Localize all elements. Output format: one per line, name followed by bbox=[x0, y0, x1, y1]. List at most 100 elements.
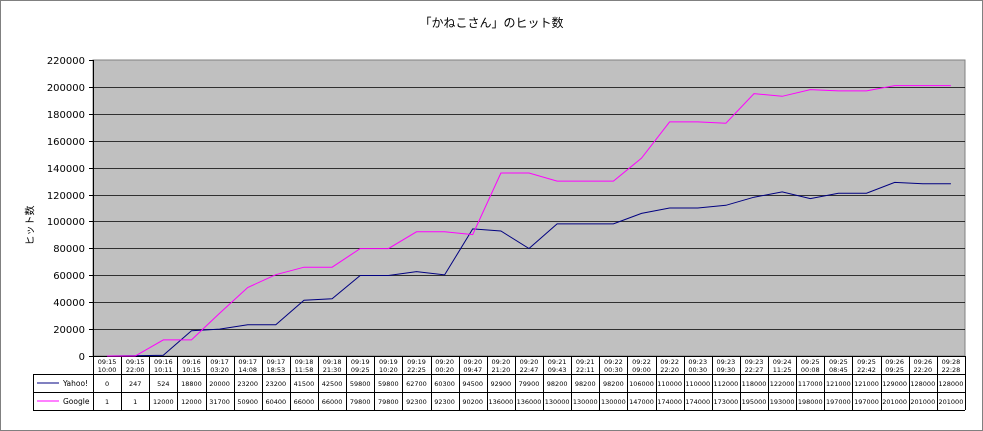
x-tick-label: 22:00 bbox=[126, 366, 145, 374]
x-tick-label: 00:20 bbox=[435, 366, 454, 374]
data-table-cell: 1 bbox=[105, 398, 109, 406]
x-tick-label: 11:25 bbox=[773, 366, 792, 374]
x-tick-label: 09:19 bbox=[379, 358, 398, 366]
data-table-cell: 174000 bbox=[657, 398, 682, 406]
data-table-cell: 90200 bbox=[462, 398, 483, 406]
x-tick-label: 09:00 bbox=[632, 366, 651, 374]
data-table-cell: 173000 bbox=[713, 398, 738, 406]
data-table-cell: 62700 bbox=[406, 380, 427, 388]
data-table-cell: 1 bbox=[133, 398, 137, 406]
x-tick-label: 21:30 bbox=[323, 366, 342, 374]
series-line-google bbox=[107, 85, 951, 357]
legend-label: Yahoo! bbox=[62, 379, 88, 388]
x-tick-label: 09:23 bbox=[688, 358, 707, 366]
data-table-cell: 195000 bbox=[742, 398, 767, 406]
data-table-cell: 59800 bbox=[350, 380, 371, 388]
data-table-cell: 98200 bbox=[547, 380, 568, 388]
x-tick-label: 22:28 bbox=[942, 366, 961, 374]
x-tick-label: 09:17 bbox=[238, 358, 257, 366]
x-tick-label: 22:27 bbox=[745, 366, 764, 374]
legend-label: Google bbox=[63, 397, 90, 406]
x-tick-label: 09:20 bbox=[492, 358, 511, 366]
x-tick-label: 00:08 bbox=[801, 366, 820, 374]
y-tick-label: 20000 bbox=[53, 325, 85, 336]
x-tick-label: 09:21 bbox=[576, 358, 595, 366]
data-table-cell: 174000 bbox=[685, 398, 710, 406]
x-tick-label: 09:16 bbox=[154, 358, 173, 366]
data-table-cell: 79800 bbox=[350, 398, 371, 406]
data-table-cell: 79800 bbox=[378, 398, 399, 406]
y-tick-label: 220000 bbox=[47, 56, 85, 67]
x-tick-label: 10:20 bbox=[379, 366, 398, 374]
data-table-cell: 121000 bbox=[826, 380, 851, 388]
x-tick-label: 09:15 bbox=[126, 358, 145, 366]
data-table-cell: 60300 bbox=[434, 380, 455, 388]
x-tick-label: 09:26 bbox=[885, 358, 904, 366]
x-tick-label: 09:15 bbox=[98, 358, 117, 366]
data-table-cell: 198000 bbox=[798, 398, 823, 406]
x-tick-label: 09:19 bbox=[407, 358, 426, 366]
data-table-cell: 129000 bbox=[882, 380, 907, 388]
data-table-cell: 79900 bbox=[519, 380, 540, 388]
x-tick-label: 10:00 bbox=[98, 366, 117, 374]
data-table-cell: 0 bbox=[105, 380, 109, 388]
data-table-cell: 197000 bbox=[854, 398, 879, 406]
data-table-cell: 122000 bbox=[770, 380, 795, 388]
data-table-cell: 112000 bbox=[713, 380, 738, 388]
data-table-cell: 130000 bbox=[545, 398, 570, 406]
y-tick-label: 180000 bbox=[47, 110, 85, 121]
data-table-cell: 147000 bbox=[629, 398, 654, 406]
data-table-cell: 201000 bbox=[939, 398, 964, 406]
data-table-cell: 23200 bbox=[237, 380, 258, 388]
x-tick-label: 09:26 bbox=[913, 358, 932, 366]
data-table-cell: 128000 bbox=[939, 380, 964, 388]
data-table-cell: 118000 bbox=[742, 380, 767, 388]
x-tick-label: 09:18 bbox=[323, 358, 342, 366]
data-table-cell: 117000 bbox=[798, 380, 823, 388]
data-table-cell: 12000 bbox=[181, 398, 202, 406]
x-tick-label: 09:43 bbox=[548, 366, 567, 374]
data-table-cell: 92900 bbox=[491, 380, 512, 388]
data-table-cell: 201000 bbox=[882, 398, 907, 406]
x-tick-label: 09:23 bbox=[745, 358, 764, 366]
data-table-cell: 130000 bbox=[573, 398, 598, 406]
x-tick-label: 09:20 bbox=[463, 358, 482, 366]
y-tick-label: 60000 bbox=[53, 271, 85, 282]
data-table-cell: 247 bbox=[129, 380, 141, 388]
data-table-cell: 60400 bbox=[265, 398, 286, 406]
x-tick-label: 22:42 bbox=[857, 366, 876, 374]
x-tick-label: 08:45 bbox=[829, 366, 848, 374]
data-table-cell: 130000 bbox=[601, 398, 626, 406]
data-table-cell: 20000 bbox=[209, 380, 230, 388]
data-table-cell: 66000 bbox=[322, 398, 343, 406]
data-table-cell: 42500 bbox=[322, 380, 343, 388]
data-table-cell: 59800 bbox=[378, 380, 399, 388]
x-tick-label: 09:47 bbox=[463, 366, 482, 374]
x-tick-label: 14:08 bbox=[238, 366, 257, 374]
y-tick-label: 40000 bbox=[53, 298, 85, 309]
data-table-cell: 128000 bbox=[910, 380, 935, 388]
data-table-cell: 524 bbox=[157, 380, 169, 388]
data-table-cell: 106000 bbox=[629, 380, 654, 388]
y-tick-label: 200000 bbox=[47, 83, 85, 94]
x-tick-label: 09:25 bbox=[857, 358, 876, 366]
data-table-cell: 136000 bbox=[517, 398, 542, 406]
series-line-yahoo bbox=[107, 181, 951, 357]
x-tick-label: 03:20 bbox=[210, 366, 229, 374]
data-table-cell: 121000 bbox=[854, 380, 879, 388]
x-tick-label: 09:22 bbox=[604, 358, 623, 366]
x-tick-label: 10:15 bbox=[182, 366, 201, 374]
x-tick-label: 22:11 bbox=[576, 366, 595, 374]
x-tick-label: 00:30 bbox=[604, 366, 623, 374]
data-table-cell: 193000 bbox=[770, 398, 795, 406]
x-tick-label: 09:24 bbox=[773, 358, 792, 366]
x-tick-label: 22:20 bbox=[660, 366, 679, 374]
x-tick-label: 09:17 bbox=[266, 358, 285, 366]
x-tick-label: 21:20 bbox=[492, 366, 511, 374]
x-tick-label: 09:25 bbox=[351, 366, 370, 374]
x-tick-label: 22:20 bbox=[913, 366, 932, 374]
data-table-cell: 23200 bbox=[265, 380, 286, 388]
data-table-cell: 31700 bbox=[209, 398, 230, 406]
x-tick-label: 09:22 bbox=[632, 358, 651, 366]
x-tick-label: 18:53 bbox=[266, 366, 285, 374]
